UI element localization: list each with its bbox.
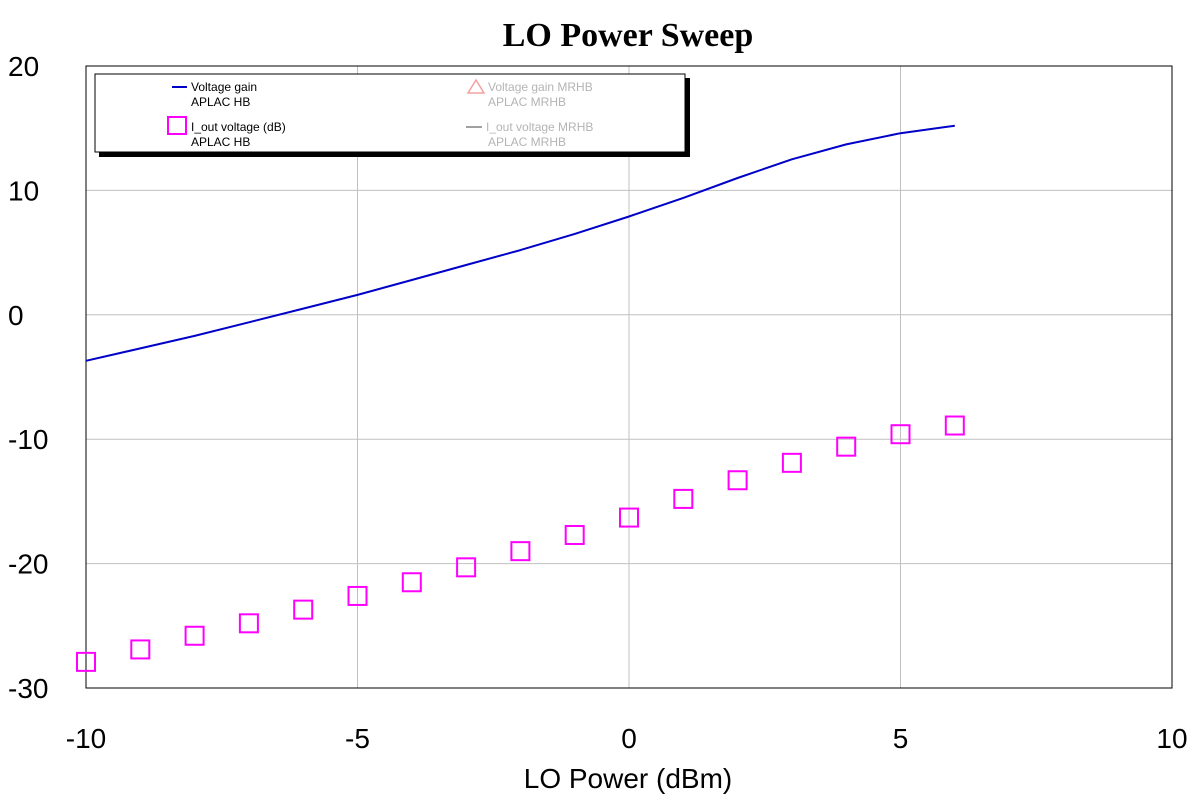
x-tick-label: 10 (1156, 723, 1187, 754)
x-tick-label: -5 (345, 723, 370, 754)
x-tick-label: -10 (66, 723, 106, 754)
y-tick-label: 10 (8, 175, 39, 206)
legend-label-iout: I_out voltage (dB) (191, 120, 286, 134)
series-layer (76, 124, 965, 672)
legend-marker-voltage-gain-mrhb (466, 78, 486, 94)
data-point-iout-voltage (238, 613, 259, 634)
data-point-iout-voltage (510, 541, 531, 562)
grid (85, 65, 1173, 689)
y-tick-label: -20 (8, 549, 48, 580)
data-point-iout-voltage (564, 524, 585, 545)
legend-box (94, 73, 686, 153)
y-tick-label: 0 (8, 300, 24, 331)
legend-marker-iout (167, 116, 187, 135)
data-point-iout-voltage (456, 557, 477, 578)
legend-sub-iout-mrhb: APLAC MRHB (488, 135, 566, 149)
legend-label-voltage-gain-mrhb: Voltage gain MRHB (488, 80, 593, 94)
data-point-iout-voltage (781, 452, 802, 473)
x-tick-label: 0 (621, 723, 637, 754)
data-point-iout-voltage (944, 415, 965, 436)
legend[interactable]: Voltage gain APLAC HB I_out voltage (dB)… (94, 73, 690, 157)
data-point-iout-voltage (727, 470, 748, 491)
legend-label-voltage-gain: Voltage gain (191, 80, 257, 94)
data-point-iout-voltage (673, 488, 694, 509)
x-tick-labels: -10 -5 0 5 10 (66, 723, 1188, 754)
series-line-voltage-gain (85, 124, 955, 362)
chart-title: LO Power Sweep (503, 17, 754, 54)
x-axis-label: LO Power (dBm) (524, 763, 733, 794)
y-tick-label: -10 (8, 424, 48, 455)
data-point-iout-voltage (184, 625, 205, 646)
data-point-iout-voltage (347, 585, 368, 606)
data-point-iout-voltage (619, 507, 639, 528)
legend-sub-iout: APLAC HB (191, 135, 250, 149)
y-tick-label: 20 (8, 51, 39, 82)
data-point-iout-voltage (130, 639, 151, 660)
x-tick-label: 5 (893, 723, 909, 754)
y-tick-label: -30 (8, 673, 48, 704)
legend-label-iout-mrhb: I_out voltage MRHB (486, 120, 593, 134)
y-tick-labels: -30 -20 -10 0 10 20 (8, 51, 48, 704)
data-point-iout-voltage (76, 651, 96, 672)
data-point-iout-voltage (401, 572, 422, 593)
data-point-iout-voltage (836, 436, 857, 457)
legend-sub-voltage-gain-mrhb: APLAC MRHB (488, 95, 566, 109)
plot-frame (85, 65, 1173, 689)
legend-sub-voltage-gain: APLAC HB (191, 95, 250, 109)
data-point-iout-voltage (293, 599, 314, 620)
data-point-iout-voltage (890, 424, 911, 445)
